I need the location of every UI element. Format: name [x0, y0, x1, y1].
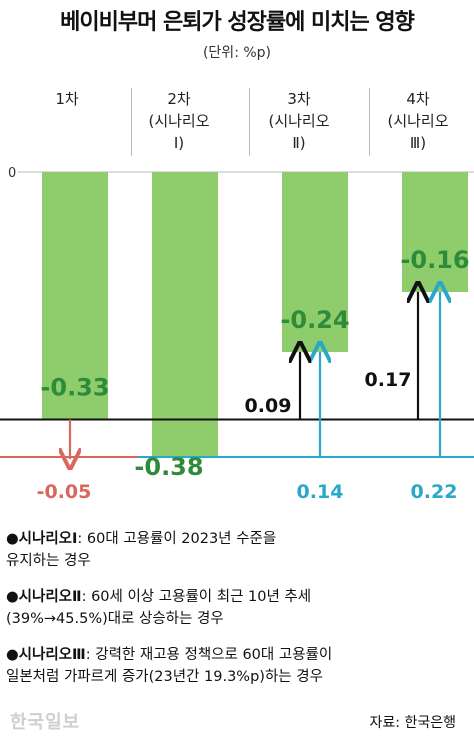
note-3-text2: 일본처럼 가파르게 증가(23년간 19.3%p)하는 경우	[6, 669, 323, 685]
change-label-5: 0.17	[365, 369, 412, 391]
bars	[42, 172, 468, 457]
change-label-2: 0.14	[297, 481, 344, 503]
note-2-text: : 60세 이상 고용률이 최근 10년 추세	[81, 589, 312, 605]
change-label-3: 0.09	[245, 395, 292, 417]
column-header-2-line3: Ⅰ)	[173, 134, 185, 152]
bar-1	[42, 172, 108, 420]
note-3-bullet: ●	[6, 647, 19, 663]
note-1-name: 시나리오Ⅰ	[18, 531, 78, 547]
note-1-text: : 60대 고용률이 2023년 수준을	[77, 531, 277, 547]
chart-title: 베이비부머 은퇴가 성장률에 미치는 영향	[60, 10, 415, 35]
note-2-text2: (39%→45.5%)대로 상승하는 경우	[6, 611, 224, 627]
column-header-1: 1차	[12, 88, 122, 110]
column-separator-2	[249, 88, 250, 156]
column-header-4-line3: Ⅲ)	[409, 134, 427, 152]
column-separator-1	[131, 88, 132, 156]
note-1-text2: 유지하는 경우	[6, 553, 91, 569]
column-header-2: 2차 (시나리오 Ⅰ)	[124, 88, 234, 154]
column-header-2-line1: 2차	[167, 90, 191, 108]
labels: -0.33 -0.38 -0.24 -0.16 -0.05 0.14 0.09 0.22 0.1…	[37, 246, 470, 503]
note-3-name: 시나리오Ⅲ	[18, 647, 86, 663]
column-header-4-line1: 4차	[406, 90, 430, 108]
column-header-1-line1: 1차	[55, 90, 79, 108]
source-note: 자료: 한국은행	[369, 715, 456, 731]
note-2-name: 시나리오Ⅱ	[18, 589, 82, 605]
column-separator-3	[369, 88, 370, 156]
note-1: ●시나리오Ⅰ: 60대 고용률이 2023년 수준을 유지하는 경우	[6, 528, 276, 572]
note-3: ●시나리오Ⅲ: 강력한 재고용 정책으로 60대 고용률이 일본처럼 가파르게 …	[6, 644, 332, 688]
bar-value-label-2: -0.38	[134, 453, 203, 481]
bar-3	[282, 172, 348, 352]
unit-label: (단위: %p)	[202, 45, 272, 61]
column-header-3-line1: 3차	[287, 90, 311, 108]
column-header-3: 3차 (시나리오 Ⅱ)	[244, 88, 354, 154]
bar-value-label-4: -0.16	[400, 246, 469, 274]
bar-value-label-3: -0.24	[280, 306, 349, 334]
bar-2	[152, 172, 218, 457]
column-header-3-line3: Ⅱ)	[292, 134, 306, 152]
note-1-bullet: ●	[6, 531, 19, 547]
zero-tick-label: 0	[8, 166, 16, 181]
note-2: ●시나리오Ⅱ: 60세 이상 고용률이 최근 10년 추세 (39%→45.5%…	[6, 586, 311, 630]
bar-value-label-1: -0.33	[40, 374, 109, 402]
note-2-bullet: ●	[6, 589, 19, 605]
change-arrows	[70, 292, 440, 459]
column-header-4-line2: (시나리오	[387, 112, 449, 130]
column-header-2-line2: (시나리오	[148, 112, 210, 130]
watermark-logo: 한국일보	[10, 712, 81, 733]
change-label-1: -0.05	[37, 481, 92, 503]
note-3-text: : 강력한 재고용 정책으로 60대 고용률이	[85, 647, 333, 663]
change-label-4: 0.22	[411, 481, 458, 503]
column-header-4: 4차 (시나리오 Ⅲ)	[363, 88, 473, 154]
bar-4	[402, 172, 468, 292]
bar-chart: 0 -0.33 -0.38 -0.24 -0.16 -0.05 0.14 0.09 0.22 0…	[0, 166, 474, 503]
column-header-3-line2: (시나리오	[268, 112, 330, 130]
